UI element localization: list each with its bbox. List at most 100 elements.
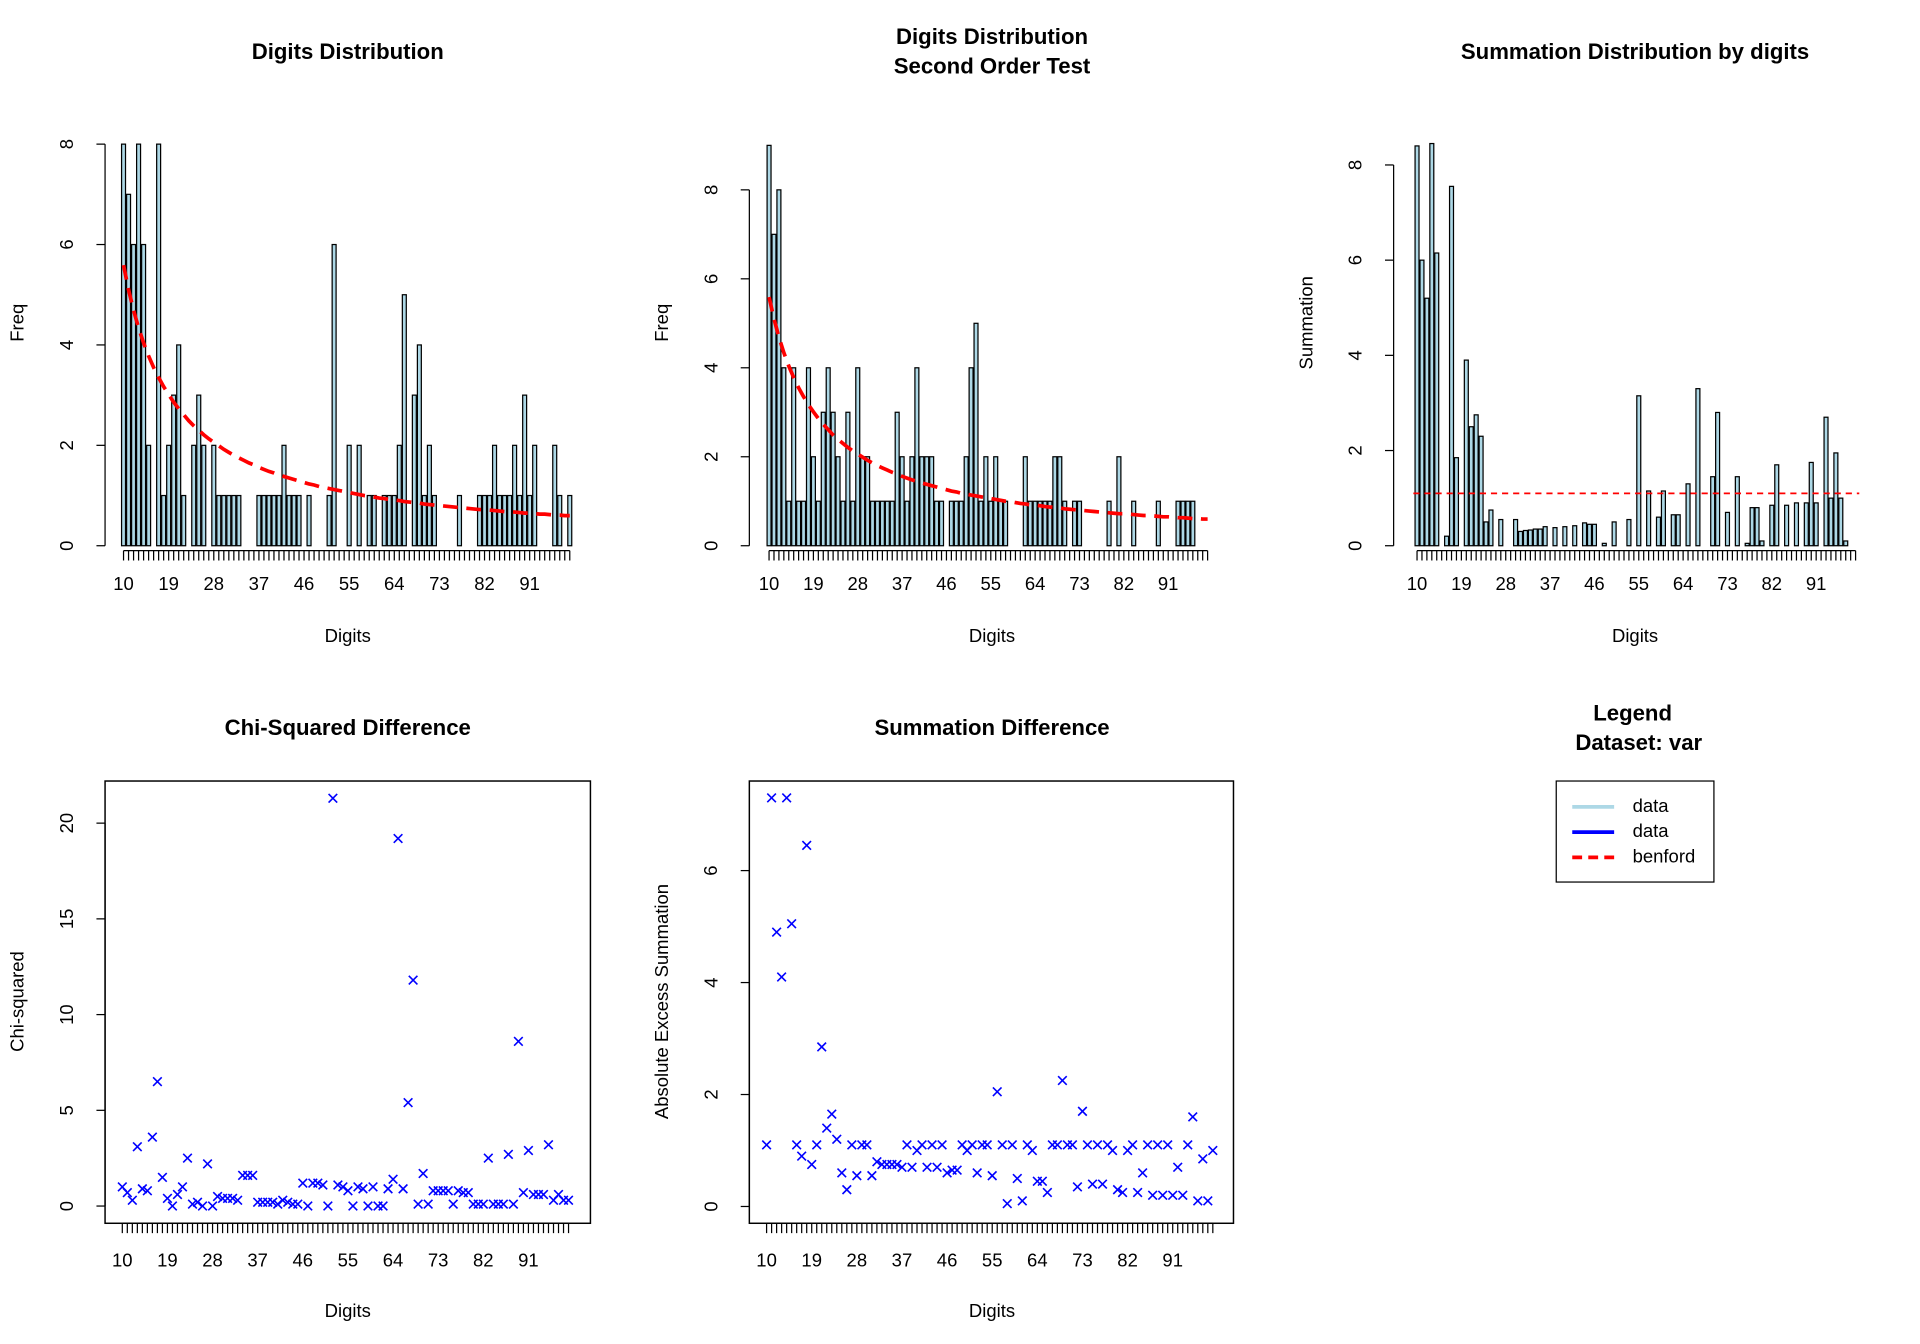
point bbox=[987, 1170, 998, 1181]
bar bbox=[963, 456, 969, 547]
point bbox=[922, 1162, 932, 1173]
point-stroke bbox=[348, 1201, 358, 1211]
point-stroke bbox=[338, 1182, 348, 1192]
bar bbox=[1052, 456, 1058, 547]
point-stroke bbox=[972, 1168, 983, 1178]
point-stroke bbox=[997, 1140, 1008, 1150]
x-axis-label: Digits bbox=[969, 1300, 1015, 1321]
point-stroke bbox=[418, 1168, 429, 1179]
bar bbox=[1685, 483, 1691, 547]
bar bbox=[281, 444, 287, 547]
point-stroke bbox=[1172, 1162, 1183, 1173]
point-stroke bbox=[358, 1183, 368, 1194]
bar bbox=[825, 367, 831, 547]
bar bbox=[1734, 476, 1740, 547]
point bbox=[478, 1199, 489, 1210]
point-stroke bbox=[987, 1170, 998, 1181]
point-stroke bbox=[538, 1189, 549, 1200]
bar bbox=[815, 500, 821, 547]
bar bbox=[948, 500, 954, 547]
bar bbox=[1424, 297, 1430, 547]
point-stroke bbox=[1177, 1190, 1188, 1201]
bar bbox=[331, 243, 337, 547]
bar bbox=[1062, 500, 1068, 547]
bar bbox=[973, 322, 979, 547]
point-stroke bbox=[952, 1165, 962, 1175]
point-stroke bbox=[1042, 1187, 1053, 1198]
y-axis-label: Freq bbox=[7, 304, 28, 342]
point bbox=[172, 1189, 183, 1200]
x-tick-label: 91 bbox=[1158, 573, 1179, 594]
point-stroke bbox=[937, 1140, 947, 1150]
point-stroke bbox=[187, 1199, 198, 1210]
bar bbox=[211, 444, 217, 547]
bar bbox=[983, 456, 989, 547]
point-stroke bbox=[368, 1182, 378, 1192]
bar bbox=[914, 367, 920, 547]
x-tick-label: 64 bbox=[1673, 573, 1694, 594]
point bbox=[448, 1199, 459, 1210]
point-stroke bbox=[333, 1180, 343, 1190]
x-tick-label: 46 bbox=[1584, 573, 1605, 594]
point bbox=[317, 1180, 328, 1190]
bar bbox=[1022, 456, 1028, 547]
point bbox=[333, 1180, 343, 1190]
point-stroke bbox=[1097, 1179, 1108, 1189]
x-tick-label: 73 bbox=[1717, 573, 1738, 594]
y-tick-label: 0 bbox=[56, 1201, 77, 1211]
point-stroke bbox=[1072, 1182, 1083, 1192]
point bbox=[997, 1140, 1008, 1150]
bar bbox=[1646, 490, 1652, 547]
bar bbox=[953, 500, 959, 547]
point bbox=[1207, 1145, 1218, 1156]
point bbox=[302, 1201, 313, 1211]
point bbox=[1017, 1196, 1028, 1206]
point-stroke bbox=[453, 1185, 464, 1196]
point-stroke bbox=[292, 1199, 303, 1210]
point bbox=[917, 1140, 927, 1150]
point-stroke bbox=[177, 1182, 188, 1192]
bar bbox=[411, 394, 417, 547]
bar bbox=[552, 444, 558, 547]
point bbox=[816, 1042, 827, 1052]
bar bbox=[1116, 456, 1122, 547]
y-tick-label: 2 bbox=[1345, 445, 1366, 455]
bar bbox=[1695, 388, 1701, 547]
bar bbox=[1414, 145, 1420, 547]
point-stroke bbox=[227, 1193, 238, 1204]
point bbox=[1157, 1190, 1168, 1201]
point-stroke bbox=[1142, 1140, 1153, 1150]
point bbox=[358, 1183, 368, 1194]
x-tick-label: 28 bbox=[847, 573, 868, 594]
point bbox=[518, 1187, 529, 1198]
bar bbox=[567, 494, 573, 547]
point bbox=[508, 1199, 519, 1210]
point bbox=[408, 975, 418, 986]
bar bbox=[1478, 435, 1484, 547]
x-tick-label: 10 bbox=[113, 573, 134, 594]
x-tick-label: 46 bbox=[936, 573, 957, 594]
point bbox=[1152, 1140, 1163, 1150]
point-stroke bbox=[312, 1178, 323, 1188]
point-stroke bbox=[1027, 1145, 1038, 1156]
bar bbox=[1636, 395, 1642, 547]
x-tick-label: 10 bbox=[756, 1249, 777, 1270]
point bbox=[1012, 1173, 1023, 1184]
y-tick-label: 15 bbox=[56, 909, 77, 930]
bar bbox=[1537, 528, 1543, 547]
point bbox=[212, 1191, 223, 1202]
bar bbox=[1483, 521, 1489, 547]
bar bbox=[1828, 497, 1834, 547]
bar bbox=[1419, 259, 1425, 547]
bar bbox=[1724, 511, 1731, 547]
bar bbox=[766, 144, 772, 547]
y-axis-label: Summation bbox=[1295, 276, 1316, 369]
bar bbox=[1522, 529, 1529, 547]
bar bbox=[1057, 456, 1063, 547]
point-stroke bbox=[132, 1141, 143, 1152]
point bbox=[167, 1201, 178, 1211]
point-stroke bbox=[383, 1183, 393, 1194]
point bbox=[1097, 1179, 1108, 1189]
bar bbox=[1488, 509, 1494, 547]
x-tick-label: 55 bbox=[982, 1249, 1003, 1270]
